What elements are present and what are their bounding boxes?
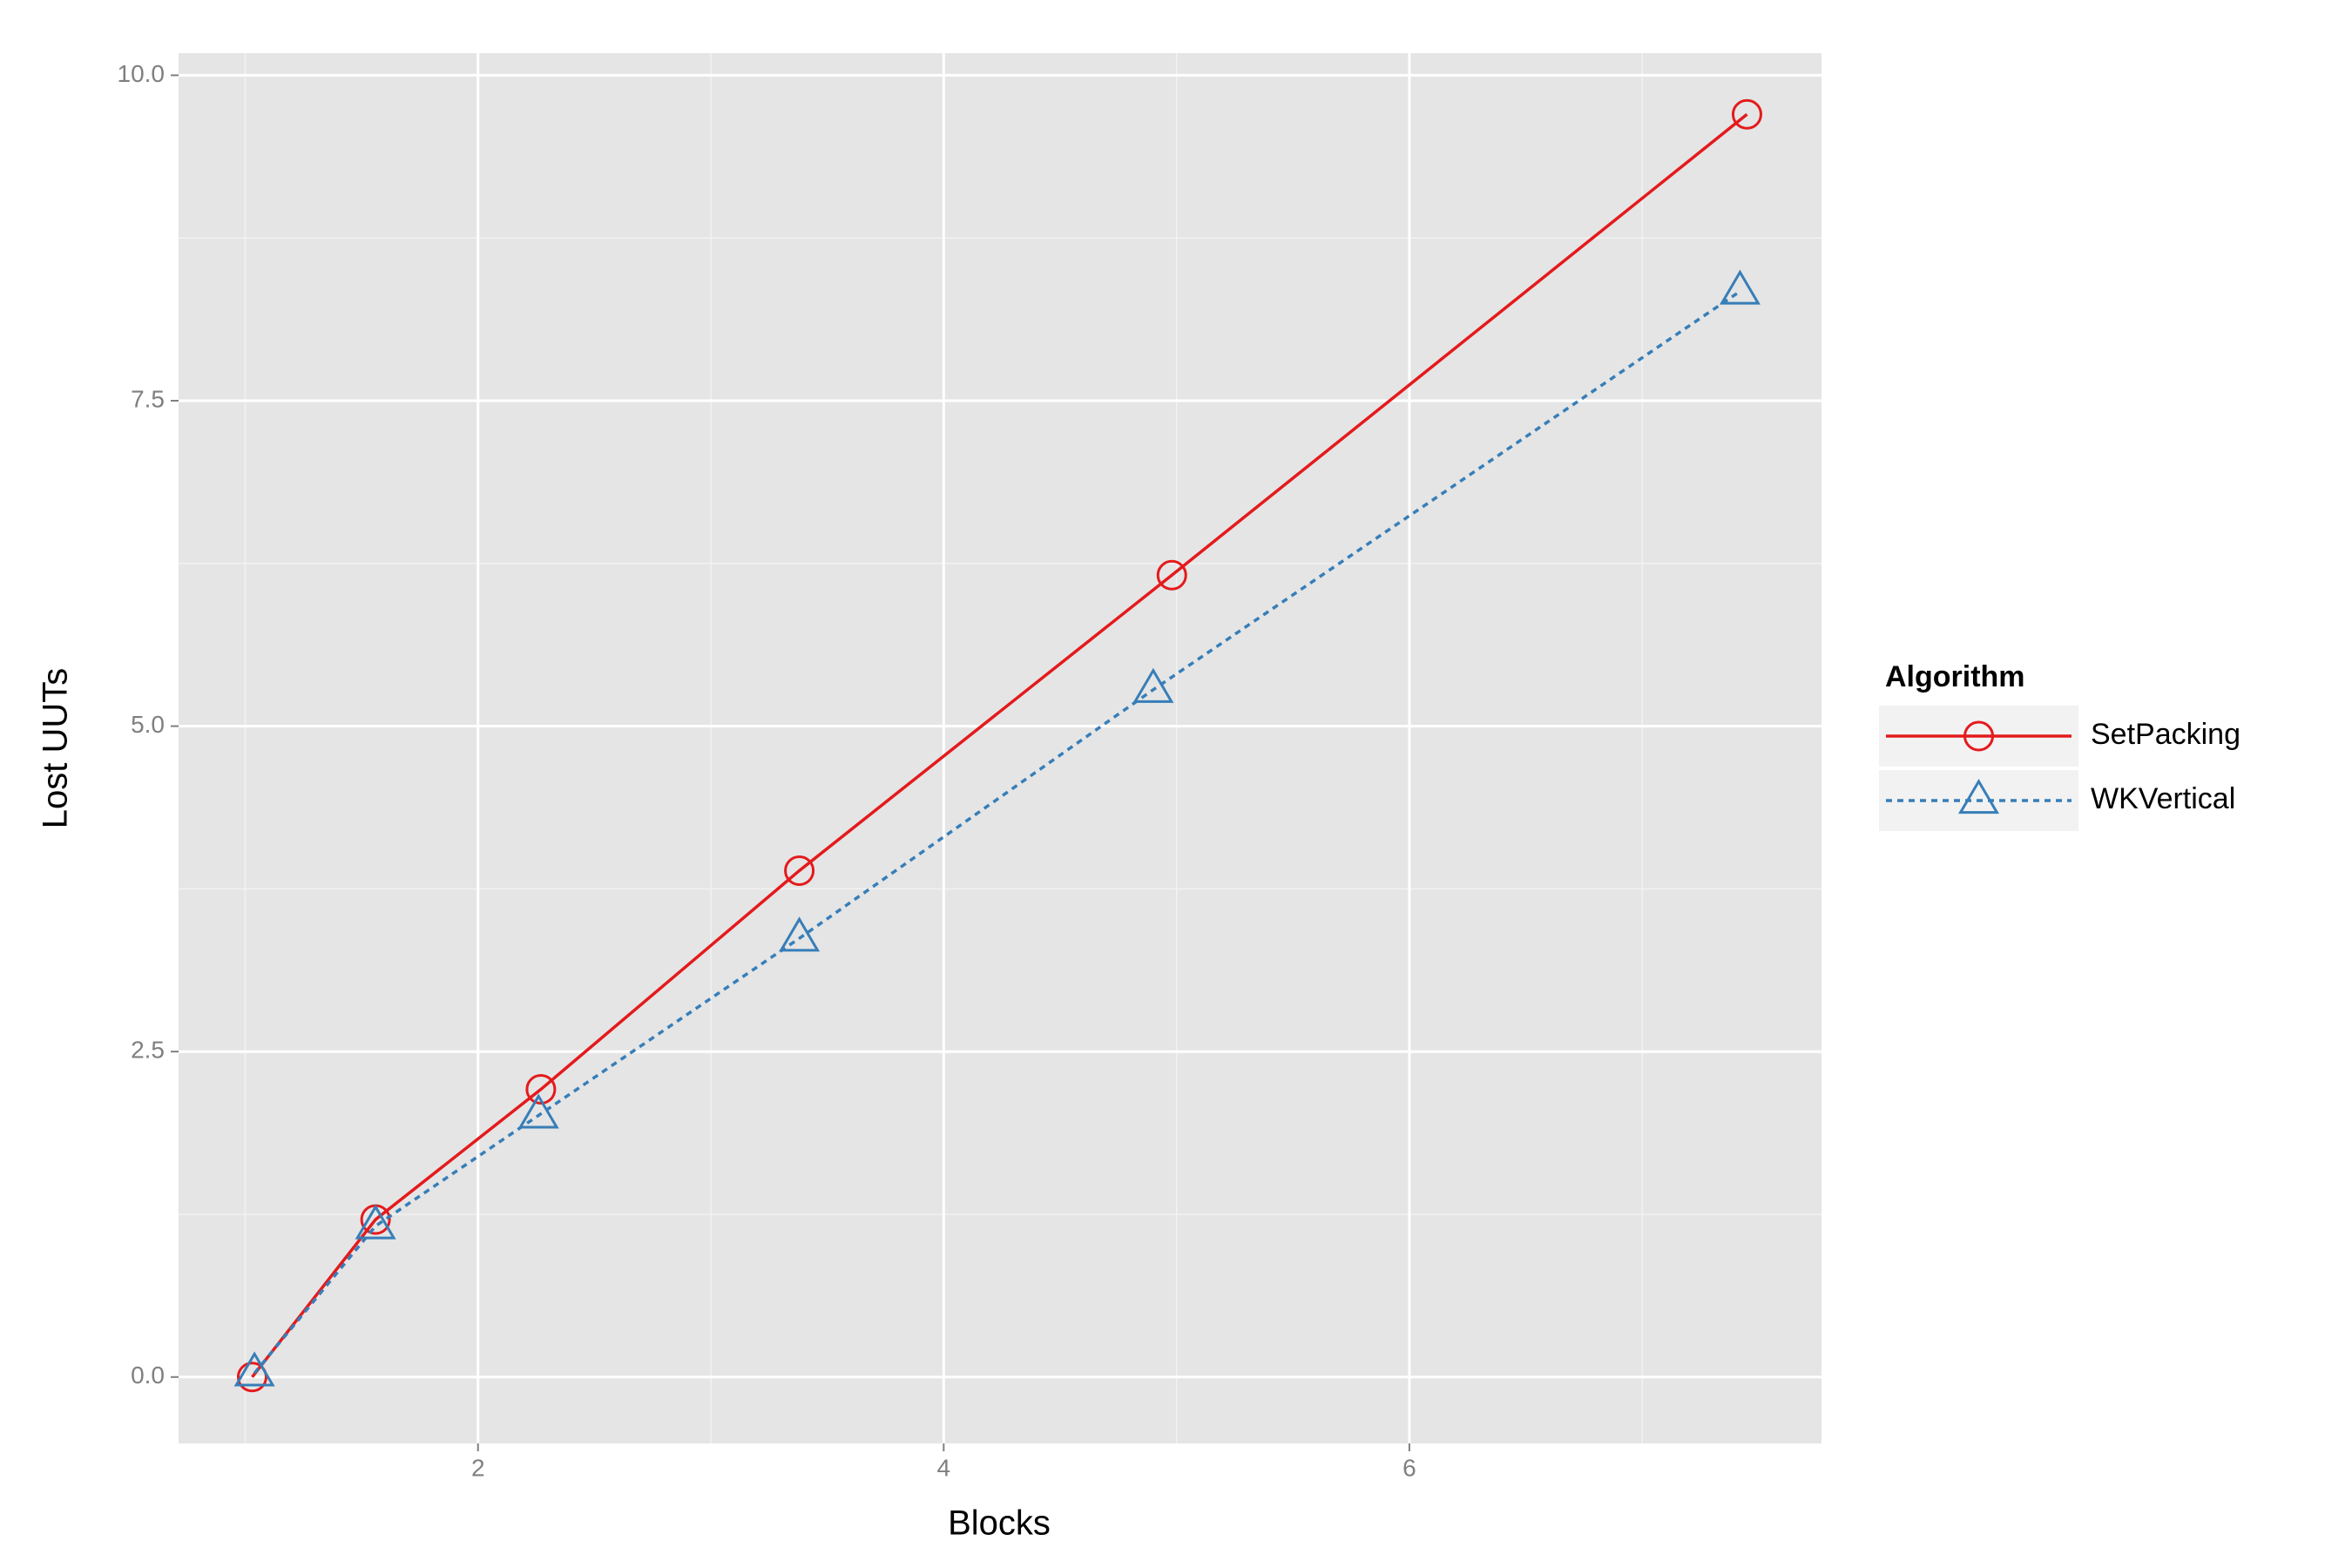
- legend-label: WKVertical: [2091, 782, 2235, 815]
- legend-marker: [1957, 779, 2000, 814]
- y-axis-title: Lost UUTs: [37, 668, 75, 829]
- data-point: [779, 916, 821, 952]
- series-line: [253, 290, 1741, 1375]
- legend-title: Algorithm: [1885, 660, 2025, 693]
- y-tick-label: 7.5: [131, 385, 165, 412]
- x-axis-title: Blocks: [948, 1504, 1051, 1543]
- data-point: [1719, 269, 1761, 305]
- y-tick-label: 10.0: [118, 60, 166, 87]
- legend-marker: [1963, 720, 1994, 752]
- data-point: [1132, 667, 1174, 703]
- y-tick-label: 2.5: [131, 1037, 165, 1064]
- x-tick-label: 2: [471, 1454, 485, 1481]
- x-tick-label: 6: [1402, 1454, 1416, 1481]
- data-point: [1731, 98, 1762, 130]
- data-point: [233, 1351, 275, 1387]
- data-point: [1156, 559, 1187, 591]
- plot-panel: [179, 53, 1821, 1443]
- y-tick-label: 0.0: [131, 1362, 165, 1389]
- data-point: [236, 1362, 267, 1393]
- data-point: [355, 1204, 396, 1240]
- x-tick-label: 4: [937, 1454, 951, 1481]
- data-point: [517, 1093, 559, 1129]
- series-line: [251, 112, 1748, 1378]
- y-tick-label: 5.0: [131, 711, 165, 738]
- data-point: [525, 1074, 557, 1105]
- legend-label: SetPacking: [2091, 718, 2240, 751]
- data-point: [784, 855, 815, 886]
